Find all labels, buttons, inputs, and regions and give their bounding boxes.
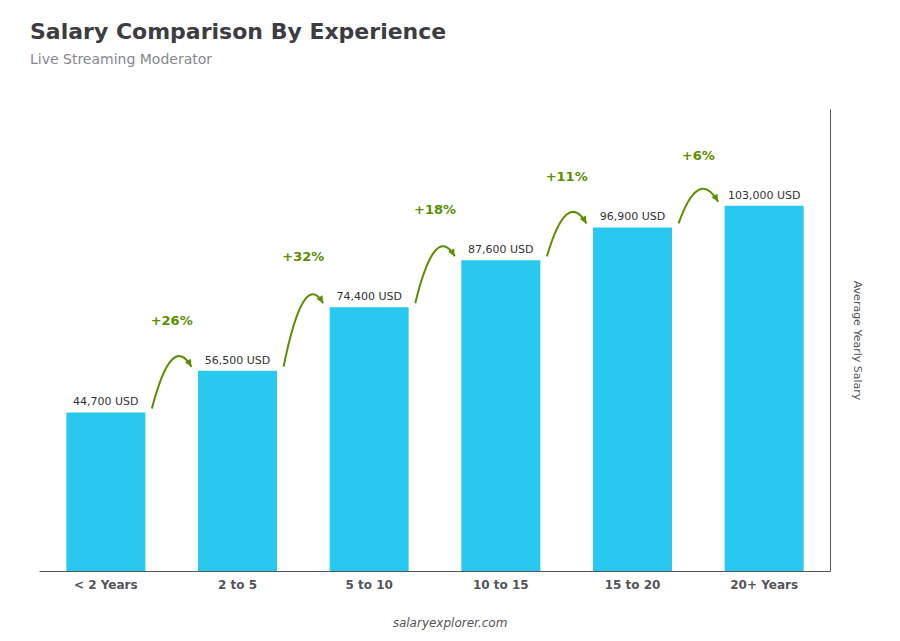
svg-text:salaryexplorer.com: salaryexplorer.com: [393, 616, 508, 630]
svg-text:< 2 Years: < 2 Years: [74, 578, 138, 592]
svg-text:96,900 USD: 96,900 USD: [600, 210, 666, 223]
svg-text:Average Yearly Salary: Average Yearly Salary: [851, 281, 864, 401]
svg-text:+6%: +6%: [682, 148, 715, 163]
svg-text:5 to 10: 5 to 10: [345, 578, 392, 592]
svg-text:20+ Years: 20+ Years: [730, 578, 798, 592]
svg-text:2 to 5: 2 to 5: [218, 578, 257, 592]
svg-text:Live Streaming Moderator: Live Streaming Moderator: [30, 51, 212, 67]
svg-text:+11%: +11%: [546, 169, 588, 184]
svg-text:Salary Comparison By Experienc: Salary Comparison By Experience: [30, 19, 446, 44]
svg-text:87,600 USD: 87,600 USD: [468, 243, 534, 256]
svg-text:15 to 20: 15 to 20: [605, 578, 661, 592]
svg-text:+32%: +32%: [282, 249, 324, 264]
svg-text:103,000 USD: 103,000 USD: [728, 189, 801, 202]
svg-text:56,500 USD: 56,500 USD: [205, 354, 271, 367]
svg-text:+18%: +18%: [414, 202, 456, 217]
svg-text:+26%: +26%: [151, 313, 193, 328]
svg-text:74,400 USD: 74,400 USD: [336, 290, 402, 303]
svg-text:10 to 15: 10 to 15: [473, 578, 529, 592]
svg-text:44,700 USD: 44,700 USD: [73, 395, 139, 408]
